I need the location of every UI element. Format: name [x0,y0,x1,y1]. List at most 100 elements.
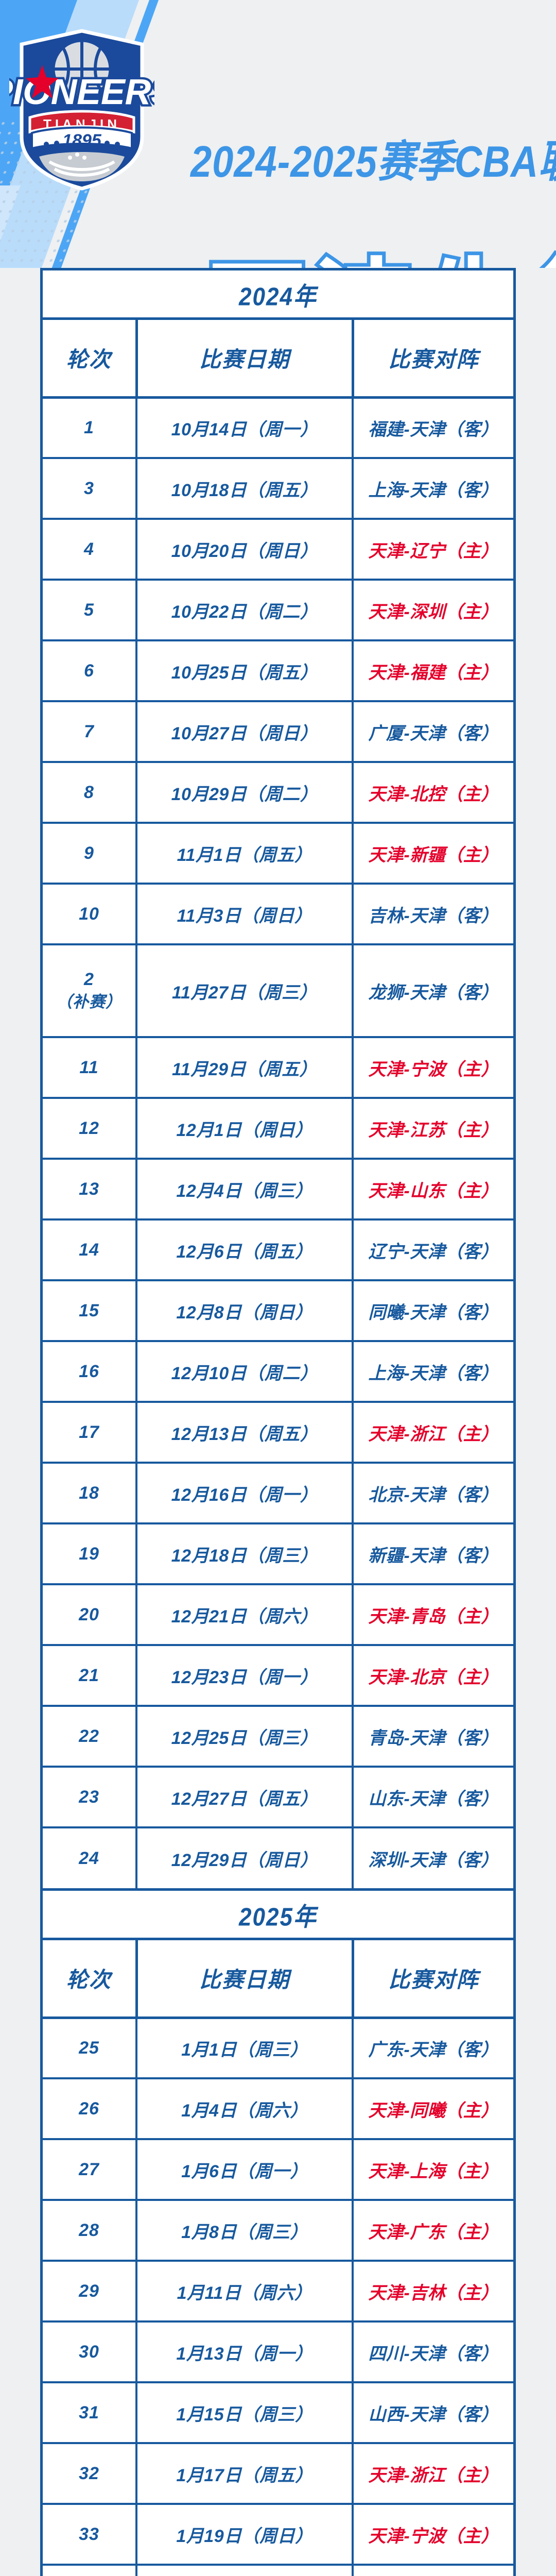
match-cell: 新疆-天津（客） [353,1523,513,1585]
match-cell: 天津-北控（主） [353,762,513,824]
match-cell: 北京-天津（客） [353,1463,513,1524]
round-number: 24 [79,1849,99,1868]
match-cell: 天津-辽宁（主） [353,519,513,581]
date-cell: 10月27日（周日） [136,701,354,763]
match-cell: 天津-福建（主） [353,640,513,702]
match-cell: 天津-广东（主） [353,2200,513,2262]
round-number: 27 [79,2160,99,2179]
round-cell: 27 [43,2139,137,2201]
table-row: 14 12月6日（周五） 辽宁-天津（客） [43,1219,513,1281]
round-number: 18 [79,1483,99,1503]
table-row: 3 10月18日（周五） 上海-天津（客） [43,458,513,520]
round-cell: 32 [43,2443,137,2505]
round-number: 15 [79,1301,99,1320]
round-cell: 11 [43,1037,137,1099]
table-row: 9 11月1日（周五） 天津-新疆（主） [43,823,513,885]
year-label: 2025年 [239,1903,317,1931]
match-cell: 广厦-天津（客） [353,701,513,763]
date-cell: 11月1日（周五） [136,823,354,885]
date-cell: 1月11日（周六） [136,2261,354,2323]
table-row: 28 1月8日（周三） 天津-广东（主） [43,2200,513,2262]
table-row: 30 1月13日（周一） 四川-天津（客） [43,2321,513,2383]
poster-title: 天津先行者 常规赛赛程 [200,246,556,268]
match-cell: 山东-天津（客） [353,1767,513,1828]
year-band: 2024年 [43,270,513,320]
date-cell: 10月25日（周五） [136,640,354,702]
date-cell: 1月6日（周一） [136,2139,354,2201]
date-cell: 1月19日（周日） [136,2504,354,2566]
table-row: 5 10月22日（周二） 天津-深圳（主） [43,580,513,641]
round-cell: 16 [43,1341,137,1403]
date-cell: 1月21日（周二） [136,2565,354,2576]
date-cell: 10月14日（周一） [136,397,354,459]
round-number: 22 [79,1726,99,1746]
round-cell: 24 [43,1827,137,1888]
date-cell: 12月23日（周一） [136,1645,354,1707]
date-cell: 12月18日（周三） [136,1523,354,1585]
table-row: 10 11月3日（周日） 吉林-天津（客） [43,884,513,945]
table-row: 15 12月8日（周日） 同曦-天津（客） [43,1280,513,1342]
table-row: 341月21日（周二）江苏-天津（客） [43,2565,513,2576]
round-number: 9 [84,843,94,863]
round-number: 19 [79,1544,99,1564]
table-row: 27 1月6日（周一） 天津-上海（主） [43,2139,513,2201]
round-cell: 21 [43,1645,137,1707]
table-row: 16 12月10日（周二） 上海-天津（客） [43,1341,513,1403]
poster-title-line-1: 天津先行者 [200,246,556,268]
round-cell: 22 [43,1706,137,1768]
match-cell: 江苏-天津（客） [353,2565,513,2576]
round-cell: 2 （补赛） [43,944,137,1038]
match-cell: 天津-新疆（主） [353,823,513,885]
round-cell: 29 [43,2261,137,2323]
date-cell: 10月22日（周二） [136,580,354,641]
match-cell: 天津-山东（主） [353,1159,513,1221]
table-row: 25 1月1日（周三） 广东-天津（客） [43,2018,513,2079]
column-header-1: 比赛日期 [136,1940,354,2019]
match-cell: 青岛-天津（客） [353,1706,513,1768]
match-cell: 山西-天津（客） [353,2382,513,2444]
season-subtitle: 2024-2025赛季CBA联赛 [190,137,556,187]
match-cell: 吉林-天津（客） [353,884,513,945]
date-cell: 10月20日（周日） [136,519,354,581]
column-header-0: 轮次 [43,1940,138,2019]
round-number: 23 [79,1787,99,1807]
round-cell: 4 [43,519,137,581]
match-cell: 天津-宁波（主） [353,1037,513,1099]
round-number: 12 [79,1118,99,1138]
round-cell: 23 [43,1767,137,1828]
date-cell: 12月13日（周五） [136,1402,354,1464]
round-number: 7 [84,722,94,741]
schedule-table: 轮次 比赛日期 比赛对阵 1 10月14日（周一） 福建-天津（客） 3 10月18日（周五）… [43,320,513,1888]
date-cell: 1月15日（周三） [136,2382,354,2444]
date-cell: 12月4日（周三） [136,1159,354,1221]
table-row: 18 12月16日（周一） 北京-天津（客） [43,1463,513,1524]
match-cell: 天津-同曦（主） [353,2078,513,2140]
round-cell: 1 [43,397,137,459]
date-cell: 1月8日（周三） [136,2200,354,2262]
table-row: 12 12月1日（周日） 天津-江苏（主） [43,1098,513,1160]
schedule-sheet: 2024年 轮次 比赛日期 比赛对阵 1 10月14日（周一） 福建-天津（客） 3 10月18… [0,268,556,2576]
table-row: 4 10月20日（周日） 天津-辽宁（主） [43,519,513,581]
date-cell: 12月6日（周五） [136,1219,354,1281]
round-cell: 34 [43,2565,137,2576]
round-number: 1 [84,418,94,438]
round-cell: 8 [43,762,137,824]
round-note: （补赛） [56,993,122,1011]
round-cell: 7 [43,701,137,763]
round-number: 13 [79,1179,99,1199]
round-cell: 10 [43,884,137,945]
round-number: 32 [79,2464,99,2483]
round-cell: 28 [43,2200,137,2262]
round-number: 4 [84,539,94,559]
round-number: 6 [84,661,94,681]
round-cell: 19 [43,1523,137,1585]
table-row: 32 1月17日（周五） 天津-浙江（主） [43,2443,513,2505]
table-row: 33 1月19日（周日） 天津-宁波（主） [43,2504,513,2566]
column-header-0: 轮次 [43,320,138,399]
date-cell: 1月17日（周五） [136,2443,354,2505]
match-cell: 深圳-天津（客） [353,1827,513,1888]
round-cell: 17 [43,1402,137,1464]
round-number: 29 [79,2281,99,2301]
year-label: 2024年 [239,282,317,311]
match-cell: 天津-吉林（主） [353,2261,513,2323]
